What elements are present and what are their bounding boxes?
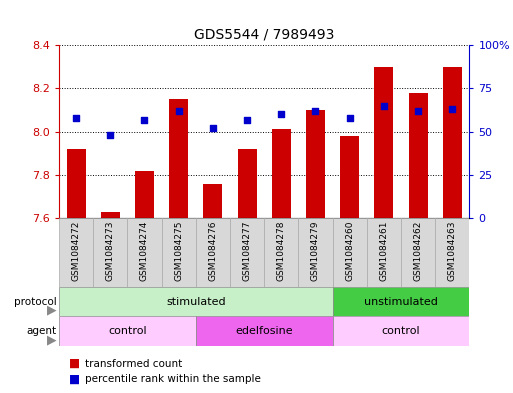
Text: GSM1084279: GSM1084279 — [311, 220, 320, 281]
Bar — [196, 218, 230, 287]
Point — [106, 132, 114, 138]
Bar — [435, 218, 469, 287]
Bar — [332, 218, 367, 287]
Text: GSM1084263: GSM1084263 — [448, 220, 457, 281]
Bar — [169, 99, 188, 218]
Text: GSM1084274: GSM1084274 — [140, 220, 149, 281]
Bar — [67, 149, 86, 218]
Bar — [332, 287, 469, 316]
Bar — [93, 218, 127, 287]
Bar — [59, 218, 93, 287]
Bar — [367, 218, 401, 287]
Point — [277, 111, 285, 118]
Text: stimulated: stimulated — [166, 297, 226, 307]
Bar — [340, 136, 359, 218]
Bar — [230, 218, 264, 287]
Text: GSM1084261: GSM1084261 — [380, 220, 388, 281]
Bar — [238, 149, 256, 218]
Text: GSM1084275: GSM1084275 — [174, 220, 183, 281]
Bar — [59, 287, 332, 316]
Bar — [306, 110, 325, 218]
Text: ■: ■ — [69, 357, 81, 370]
Point — [346, 115, 354, 121]
Bar — [59, 316, 196, 346]
Text: transformed count: transformed count — [85, 358, 182, 369]
Text: GSM1084260: GSM1084260 — [345, 220, 354, 281]
Point — [380, 103, 388, 109]
Text: ▶: ▶ — [47, 333, 56, 346]
Text: GSM1084273: GSM1084273 — [106, 220, 115, 281]
Bar — [204, 184, 222, 218]
Bar — [135, 171, 154, 218]
Bar — [127, 218, 162, 287]
Text: ■: ■ — [69, 373, 81, 386]
Text: agent: agent — [26, 326, 56, 336]
Bar — [401, 218, 435, 287]
Text: protocol: protocol — [14, 297, 56, 307]
Bar — [264, 218, 299, 287]
Bar — [272, 130, 291, 218]
Text: GSM1084276: GSM1084276 — [208, 220, 218, 281]
Bar — [374, 67, 393, 218]
Point — [448, 106, 457, 112]
Text: edelfosine: edelfosine — [235, 326, 293, 336]
Bar — [443, 67, 462, 218]
Text: control: control — [382, 326, 420, 336]
Point — [72, 115, 80, 121]
Text: unstimulated: unstimulated — [364, 297, 438, 307]
Point — [311, 108, 320, 114]
Text: ▶: ▶ — [47, 303, 56, 317]
Bar — [196, 316, 332, 346]
Point — [209, 125, 217, 131]
Text: GDS5544 / 7989493: GDS5544 / 7989493 — [194, 27, 334, 41]
Text: percentile rank within the sample: percentile rank within the sample — [85, 374, 261, 384]
Point — [141, 116, 149, 123]
Text: GSM1084277: GSM1084277 — [243, 220, 251, 281]
Text: GSM1084272: GSM1084272 — [72, 220, 81, 281]
Bar — [332, 316, 469, 346]
Bar — [162, 218, 196, 287]
Point — [174, 108, 183, 114]
Point — [243, 116, 251, 123]
Text: GSM1084262: GSM1084262 — [413, 220, 423, 281]
Bar — [101, 211, 120, 218]
Bar — [299, 218, 332, 287]
Point — [414, 108, 422, 114]
Bar — [409, 93, 427, 218]
Text: control: control — [108, 326, 147, 336]
Text: GSM1084278: GSM1084278 — [277, 220, 286, 281]
